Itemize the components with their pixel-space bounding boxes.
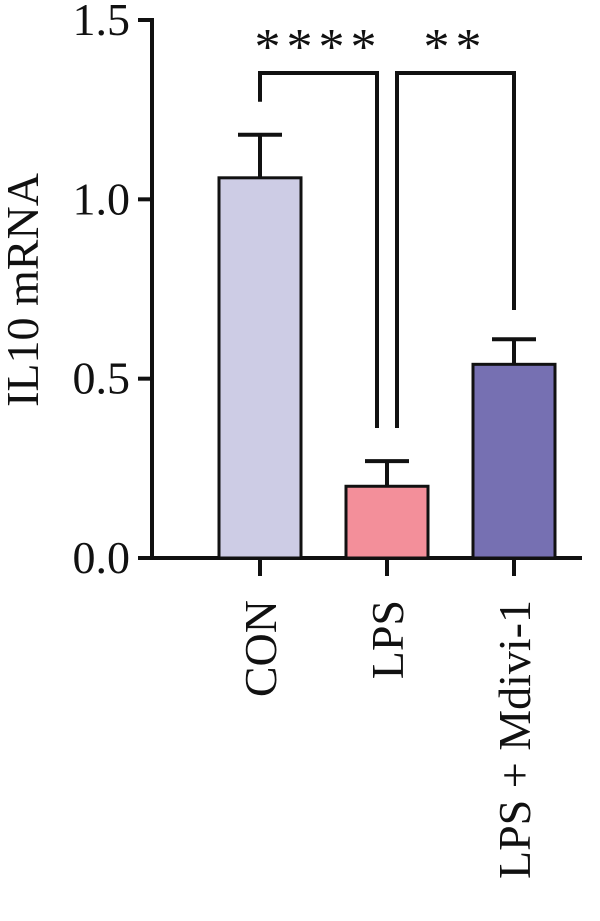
- x-axis: CON LPS LPS + Mdivi-1: [152, 556, 582, 879]
- category-label: LPS: [362, 600, 413, 679]
- significance-label: ****: [255, 19, 383, 76]
- error-bars: [238, 132, 536, 487]
- bars: [217, 176, 557, 560]
- significance-brackets: **** **: [255, 19, 516, 428]
- significance-bracket: [258, 71, 379, 428]
- y-tick-label: 1.5: [73, 0, 131, 45]
- y-axis-title: IL10 mRNA: [0, 173, 48, 407]
- y-tick-label: 0.5: [73, 353, 131, 404]
- bar: [344, 484, 430, 560]
- y-axis: 0.0 0.5 1.0 1.5: [73, 0, 154, 583]
- y-tick-label: 0.0: [73, 532, 131, 583]
- significance-bracket: [395, 71, 516, 428]
- category-label: LPS + Mdivi-1: [489, 600, 540, 879]
- y-tick-label: 1.0: [73, 173, 131, 224]
- bar: [471, 362, 557, 560]
- significance-label: **: [424, 19, 488, 76]
- category-label: CON: [235, 600, 286, 697]
- bar: [217, 176, 303, 560]
